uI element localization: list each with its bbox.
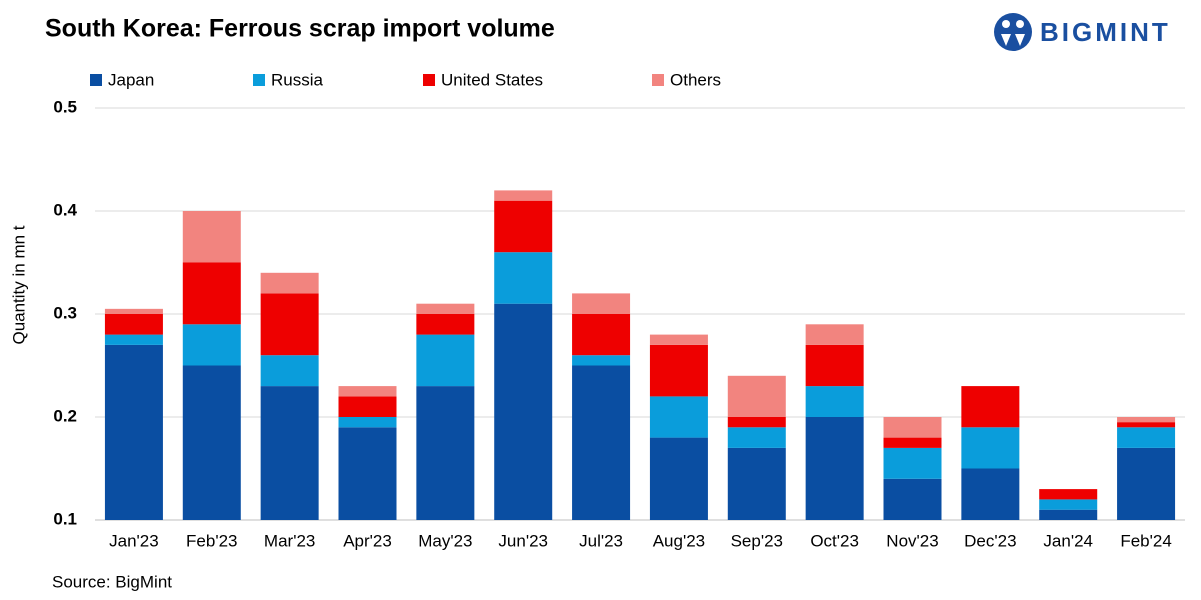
legend-swatch	[90, 74, 102, 86]
x-tick-label: Sep'23	[731, 531, 783, 550]
source: Source: BigMint	[52, 572, 172, 591]
bar-segment	[494, 303, 553, 520]
logo-text: BIGMINT	[1040, 17, 1171, 47]
y-tick-label: 0.3	[53, 303, 77, 322]
bar-segment	[182, 262, 241, 325]
bar-segment	[649, 437, 708, 520]
bar-segment	[961, 386, 1020, 428]
bar-segment	[338, 417, 397, 428]
y-tick-label: 0.5	[53, 97, 77, 116]
bar-segment	[494, 252, 553, 304]
bar-segment	[1039, 509, 1098, 520]
bar-segment	[1117, 422, 1176, 428]
legend-label: Japan	[108, 70, 154, 89]
x-tick-label: Aug'23	[653, 531, 705, 550]
bar-segment	[649, 334, 708, 345]
bar-segment	[649, 344, 708, 397]
x-tick-label: Mar'23	[264, 531, 315, 550]
bar-segment	[416, 303, 475, 314]
bar-segment	[961, 468, 1020, 520]
legend-label: Others	[670, 70, 721, 89]
bar-segment	[1117, 447, 1176, 520]
bar-segment	[805, 417, 864, 520]
bar-segment	[104, 344, 163, 520]
legend-swatch	[652, 74, 664, 86]
bar-segment	[104, 314, 163, 335]
bar-segment	[805, 386, 864, 417]
x-tick-label: Jan'23	[109, 531, 159, 550]
x-tick-label: Jun'23	[498, 531, 548, 550]
bar-segment	[727, 447, 786, 520]
logo-icon	[994, 13, 1032, 51]
bar-segment	[416, 334, 475, 387]
x-tick-label: Oct'23	[810, 531, 859, 550]
bar-segment	[727, 417, 786, 428]
bar-segment	[805, 344, 864, 387]
bar-segment	[182, 365, 241, 520]
bar-segment	[338, 386, 397, 397]
bar-segment	[104, 334, 163, 345]
bar-segment	[883, 437, 942, 448]
bar-segment	[805, 324, 864, 345]
bar-segment	[494, 190, 553, 201]
x-tick-label: Feb'24	[1120, 531, 1171, 550]
bar-segment	[572, 314, 631, 356]
bar-segment	[649, 396, 708, 438]
bar-segment	[260, 386, 319, 520]
bar-segment	[416, 314, 475, 335]
bar-segment	[727, 427, 786, 448]
x-tick-label: Nov'23	[886, 531, 938, 550]
x-tick-label: Feb'23	[186, 531, 237, 550]
x-tick-label: Apr'23	[343, 531, 392, 550]
bar-segment	[338, 427, 397, 520]
bar-segment	[883, 417, 942, 438]
bar-segment	[338, 396, 397, 417]
bar-segment	[572, 355, 631, 366]
bar-segment	[883, 447, 942, 479]
x-tick-label: Jan'24	[1043, 531, 1093, 550]
legend-swatch	[253, 74, 265, 86]
y-tick-label: 0.1	[53, 509, 77, 528]
legend-label: United States	[441, 70, 543, 89]
bar-segment	[961, 427, 1020, 469]
bar-segment	[494, 200, 553, 253]
y-tick-label: 0.4	[53, 200, 77, 219]
bar-segment	[260, 355, 319, 387]
bar-segment	[883, 478, 942, 520]
bar-segment	[572, 365, 631, 520]
bar-segment	[260, 293, 319, 356]
legend-swatch	[423, 74, 435, 86]
bar-segment	[182, 211, 241, 263]
bar-segment	[1039, 489, 1098, 500]
bar-segment	[727, 375, 786, 417]
x-tick-label: Dec'23	[964, 531, 1016, 550]
x-tick-label: May'23	[418, 531, 472, 550]
bar-segment	[260, 272, 319, 294]
y-tick-label: 0.2	[53, 406, 77, 425]
bar-segment	[182, 324, 241, 366]
bar-segment	[416, 386, 475, 520]
bar-segment	[1117, 417, 1176, 423]
chart-title: South Korea: Ferrous scrap import volume	[45, 15, 555, 43]
bar-segment	[1117, 427, 1176, 448]
bar-segment	[572, 293, 631, 314]
bar-segment	[1039, 499, 1098, 510]
bar-segment	[104, 308, 163, 314]
legend-label: Russia	[271, 70, 324, 89]
y-axis-label: Quantity in mn t	[9, 225, 28, 344]
x-tick-label: Jul'23	[579, 531, 623, 550]
